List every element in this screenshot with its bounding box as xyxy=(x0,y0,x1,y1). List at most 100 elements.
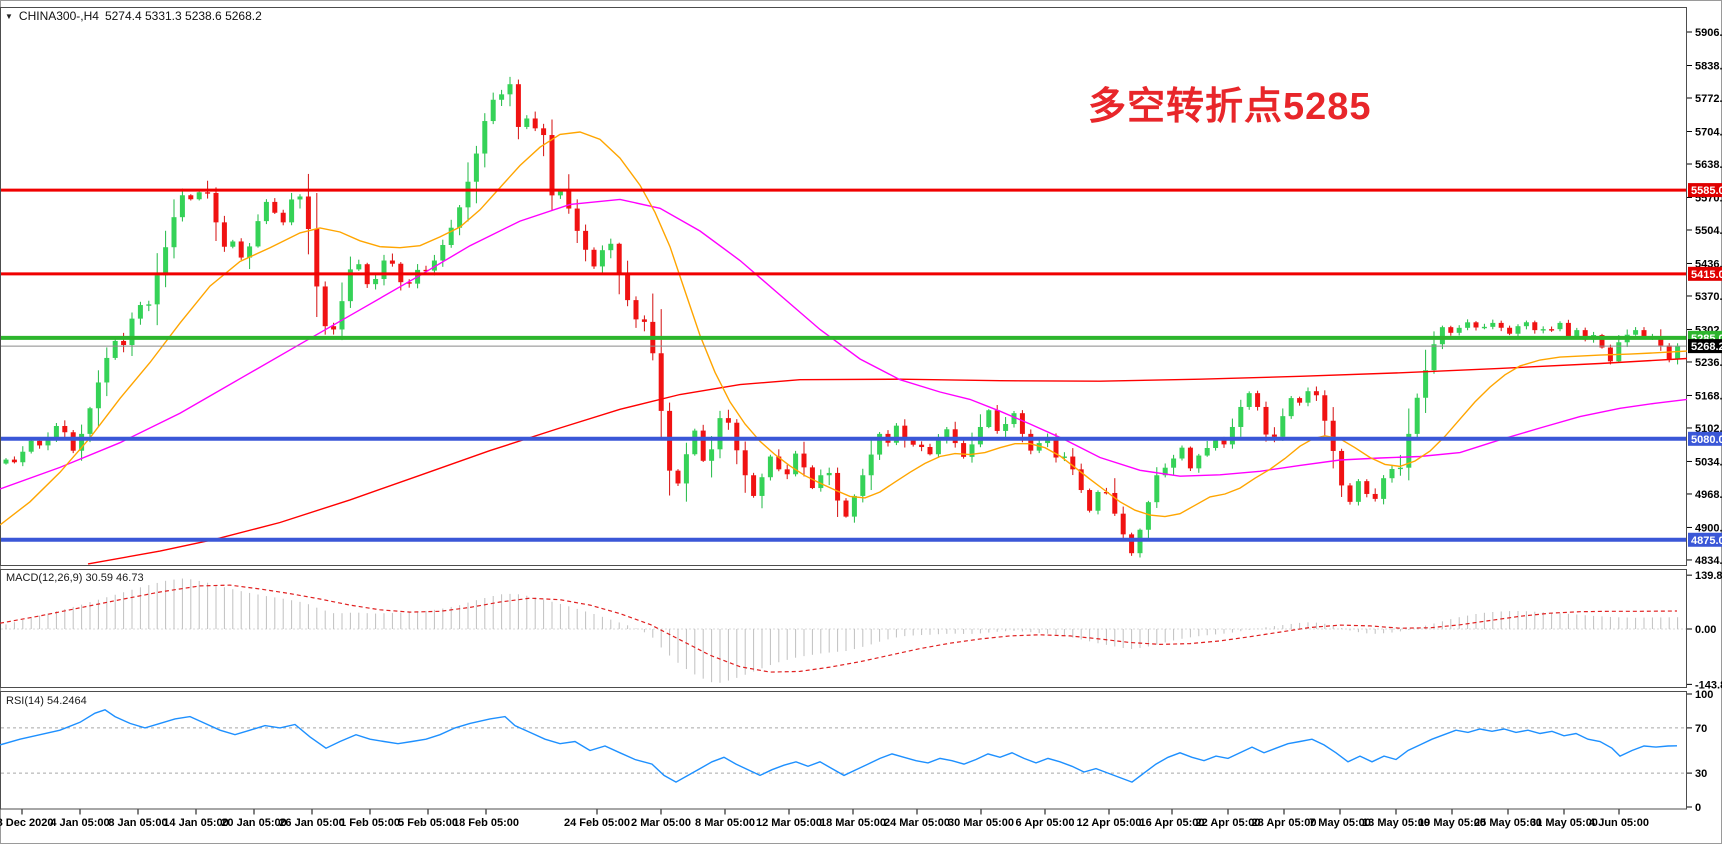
symbol-timeframe-label: CHINA300-,H4 xyxy=(18,9,99,23)
price-tick-label: 5638.0 xyxy=(1695,159,1722,171)
candle-down xyxy=(1187,447,1193,469)
candle-down xyxy=(1087,490,1093,511)
price-badge-label: 5415.0 xyxy=(1691,269,1722,281)
candle-down xyxy=(121,340,127,346)
candle-down xyxy=(591,249,597,267)
price-badge xyxy=(1688,266,1722,281)
candle-up xyxy=(255,221,261,247)
candle-up xyxy=(826,472,832,476)
date-label: 6 Apr 05:00 xyxy=(1016,817,1075,829)
turning-point-annotation: 多空转折点5285 xyxy=(1088,86,1372,128)
candle-down xyxy=(280,212,286,223)
candle-down xyxy=(1070,456,1076,470)
candle-up xyxy=(104,357,110,383)
candle-up xyxy=(465,181,471,208)
date-label: 18 Feb 05:00 xyxy=(453,817,519,829)
macd-tick-label: 139.86 xyxy=(1695,570,1722,582)
price-tick-label: 5906.0 xyxy=(1695,27,1722,39)
candle-up xyxy=(1213,438,1219,448)
rsi-tick-label: 100 xyxy=(1695,689,1713,701)
candle-up xyxy=(986,410,992,427)
candle-up xyxy=(1162,467,1168,476)
candle-down xyxy=(952,429,958,444)
candle-up xyxy=(1515,326,1521,334)
candle-down xyxy=(1372,493,1378,499)
candle-down xyxy=(1313,391,1319,396)
candle-up xyxy=(683,454,689,484)
candle-up xyxy=(507,84,513,95)
date-label: 14 Jan 05:00 xyxy=(163,817,228,829)
date-label: 16 Apr 05:00 xyxy=(1139,817,1204,829)
candle-down xyxy=(1532,322,1538,331)
candle-up xyxy=(557,190,563,196)
candle-down xyxy=(305,196,311,229)
price-badge xyxy=(1688,431,1722,446)
candle-down xyxy=(1271,434,1277,437)
candle-up xyxy=(95,382,101,409)
date-label: 4 Jan 05:00 xyxy=(50,817,109,829)
candle-down xyxy=(809,467,815,489)
candle-up xyxy=(448,227,454,246)
candle-down xyxy=(801,453,807,468)
date-label: 12 Apr 05:00 xyxy=(1076,817,1141,829)
date-label: 1 Feb 05:00 xyxy=(340,817,400,829)
candle-up xyxy=(373,278,379,285)
price-tick-label: 4834.0 xyxy=(1695,555,1722,567)
candle-up xyxy=(1523,322,1529,327)
candle-up xyxy=(759,477,765,496)
candle-up xyxy=(893,425,899,443)
candle-down xyxy=(406,282,412,284)
candle-up xyxy=(457,207,463,228)
price-tick-label: 5370.0 xyxy=(1695,291,1722,303)
date-label: 19 May 05:00 xyxy=(1418,817,1486,829)
candle-down xyxy=(1078,469,1084,491)
candle-down xyxy=(1028,433,1034,451)
candle-up xyxy=(247,246,253,258)
candle-down xyxy=(1053,438,1059,458)
date-label: 28 Dec 2020 xyxy=(0,817,54,829)
candle-up xyxy=(230,241,236,247)
candle-up xyxy=(53,426,59,440)
candle-down xyxy=(742,450,748,476)
candle-up xyxy=(490,99,496,122)
candle-down xyxy=(1263,406,1269,435)
candle-up xyxy=(179,195,185,218)
ohlc-values: 5274.4 5331.3 5238.6 5268.2 xyxy=(104,9,262,23)
candle-up xyxy=(1095,491,1101,511)
candle-up xyxy=(1439,327,1445,345)
candle-up xyxy=(1574,330,1580,337)
candle-down xyxy=(1103,491,1109,494)
price-tick-label: 5772.0 xyxy=(1695,93,1722,105)
candle-down xyxy=(843,500,849,517)
rsi-tick-label: 30 xyxy=(1695,768,1707,780)
candle-up xyxy=(1171,458,1177,468)
candle-down xyxy=(1498,322,1504,328)
candle-up xyxy=(129,318,135,346)
candle-down xyxy=(1120,513,1126,535)
candle-down xyxy=(62,426,68,433)
candle-down xyxy=(927,447,933,455)
price-badge xyxy=(1688,339,1722,354)
symbol-dropdown-icon[interactable]: ▼ xyxy=(5,11,13,21)
date-label: 20 Jan 05:00 xyxy=(221,817,286,829)
candle-down xyxy=(574,208,580,231)
candle-up xyxy=(87,408,93,434)
candle-down xyxy=(751,475,757,496)
candle-down xyxy=(331,326,337,330)
rsi-tick-label: 0 xyxy=(1695,802,1701,814)
candle-up xyxy=(20,451,26,463)
candle-down xyxy=(961,443,967,457)
date-label: 13 May 05:00 xyxy=(1362,817,1430,829)
date-label: 24 Mar 05:00 xyxy=(884,817,950,829)
candle-down xyxy=(11,459,17,463)
candle-up xyxy=(499,94,505,100)
date-label: 2 Mar 05:00 xyxy=(631,817,691,829)
candle-down xyxy=(1221,438,1227,445)
macd-signal-line xyxy=(0,584,1678,673)
candle-up xyxy=(692,430,698,455)
candle-down xyxy=(1339,450,1345,486)
candle-down xyxy=(188,195,194,200)
candle-up xyxy=(1238,406,1244,427)
